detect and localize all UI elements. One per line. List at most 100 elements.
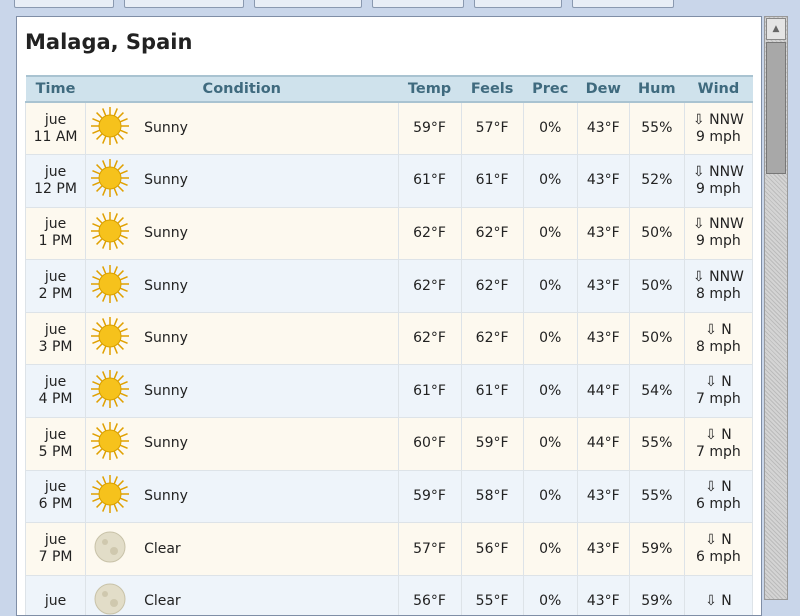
time-cell: jue 7 PM [24, 522, 87, 576]
feels-cell: 62°F [460, 311, 524, 366]
hum-cell: 55% [628, 469, 685, 524]
feels-cell: 62°F [460, 259, 524, 313]
condition-cell: Sunny [85, 154, 399, 208]
condition-text: Sunny [144, 487, 188, 504]
condition-cell: Sunny [85, 206, 399, 261]
wind-direction: NNW [709, 163, 744, 180]
sun-icon [90, 316, 130, 361]
sun-icon [90, 421, 130, 466]
time-cell: jue 1 PM [24, 206, 87, 261]
condition-cell: Sunny [85, 101, 399, 156]
col-prec: Prec [523, 75, 578, 103]
wind-arrow-icon: ⇩ [705, 321, 717, 338]
wind-direction: N [721, 532, 732, 549]
wind-cell: ⇩ NNW 8 mph [683, 259, 754, 313]
wind-direction: N [721, 426, 732, 443]
hum-cell: 55% [628, 417, 685, 471]
table-row: jue 11 AM Sunny 59°F 57°F 0% 43°F 55% ⇩ N… [24, 101, 754, 156]
table-header: Time Condition Temp Feels Prec Dew Hum W… [25, 75, 753, 103]
hour: 11 AM [33, 128, 78, 145]
sun-icon [90, 474, 130, 519]
table-row: jue Clear 56°F 55°F 0% 43°F 59% ⇩ N [24, 574, 754, 615]
temp-cell: 61°F [397, 364, 462, 419]
time-cell: jue 5 PM [24, 417, 87, 471]
temp-cell: 59°F [397, 101, 462, 156]
table-row: jue 12 PM Sunny 61°F 61°F 0% 43°F 52% ⇩ N… [24, 154, 754, 208]
feels-cell: 58°F [460, 469, 524, 524]
tab[interactable] [254, 0, 362, 8]
prec-cell: 0% [522, 206, 578, 261]
hour: 12 PM [34, 180, 77, 197]
condition-cell: Clear [85, 522, 399, 576]
wind-direction: NNW [709, 269, 744, 286]
wind-direction: N [721, 321, 732, 338]
tab[interactable] [14, 0, 114, 8]
col-dew: Dew [577, 75, 630, 103]
wind-arrow-icon: ⇩ [705, 593, 717, 610]
wind-arrow-icon: ⇩ [705, 532, 717, 549]
prec-cell: 0% [522, 522, 578, 576]
dew-cell: 43°F [576, 311, 630, 366]
hum-cell: 50% [628, 259, 685, 313]
day: jue [44, 593, 67, 610]
hum-cell: 59% [628, 574, 685, 615]
col-hum: Hum [629, 75, 685, 103]
wind-arrow-icon: ⇩ [692, 111, 705, 128]
tab[interactable] [572, 0, 674, 8]
top-tabs [14, 0, 674, 8]
time-cell: jue 11 AM [24, 101, 87, 156]
day: jue [44, 321, 67, 338]
hum-cell: 59% [628, 522, 685, 576]
wind-direction: N [721, 593, 732, 610]
day: jue [44, 532, 67, 549]
wind-arrow-icon: ⇩ [692, 163, 705, 180]
dew-cell: 43°F [576, 469, 630, 524]
time-cell: jue [24, 574, 87, 615]
condition-text: Sunny [144, 277, 188, 294]
hum-cell: 55% [628, 101, 685, 156]
col-feels: Feels [461, 75, 524, 103]
col-time: Time [25, 75, 86, 103]
vertical-scrollbar[interactable]: ▲ [764, 16, 788, 600]
tab[interactable] [372, 0, 464, 8]
moon-icon [90, 527, 130, 572]
temp-cell: 59°F [397, 469, 462, 524]
condition-text: Sunny [144, 382, 188, 399]
wind-speed: 9 mph [696, 233, 741, 250]
hour: 4 PM [38, 391, 73, 408]
wind-cell: ⇩ N [683, 574, 754, 615]
prec-cell: 0% [522, 311, 578, 366]
day: jue [44, 216, 67, 233]
sun-icon [90, 211, 130, 256]
scroll-thumb[interactable] [766, 42, 786, 174]
wind-speed: 9 mph [696, 180, 741, 197]
dew-cell: 43°F [576, 154, 630, 208]
tab[interactable] [474, 0, 562, 8]
time-cell: jue 6 PM [24, 469, 87, 524]
scroll-up-button[interactable]: ▲ [766, 18, 786, 40]
tab[interactable] [124, 0, 244, 8]
day: jue [44, 269, 67, 286]
day: jue [44, 111, 67, 128]
temp-cell: 62°F [397, 206, 462, 261]
dew-cell: 44°F [576, 417, 630, 471]
temp-cell: 57°F [397, 522, 462, 576]
dew-cell: 44°F [576, 364, 630, 419]
hour: 6 PM [38, 496, 73, 513]
time-cell: jue 12 PM [24, 154, 87, 208]
prec-cell: 0% [522, 154, 578, 208]
sun-icon [90, 158, 130, 203]
wind-arrow-icon: ⇩ [692, 216, 705, 233]
condition-cell: Sunny [85, 417, 399, 471]
location-title: Malaga, Spain [25, 30, 193, 54]
feels-cell: 61°F [460, 154, 524, 208]
wind-cell: ⇩ NNW 9 mph [683, 154, 754, 208]
day: jue [44, 479, 67, 496]
wind-arrow-icon: ⇩ [692, 269, 705, 286]
prec-cell: 0% [522, 364, 578, 419]
